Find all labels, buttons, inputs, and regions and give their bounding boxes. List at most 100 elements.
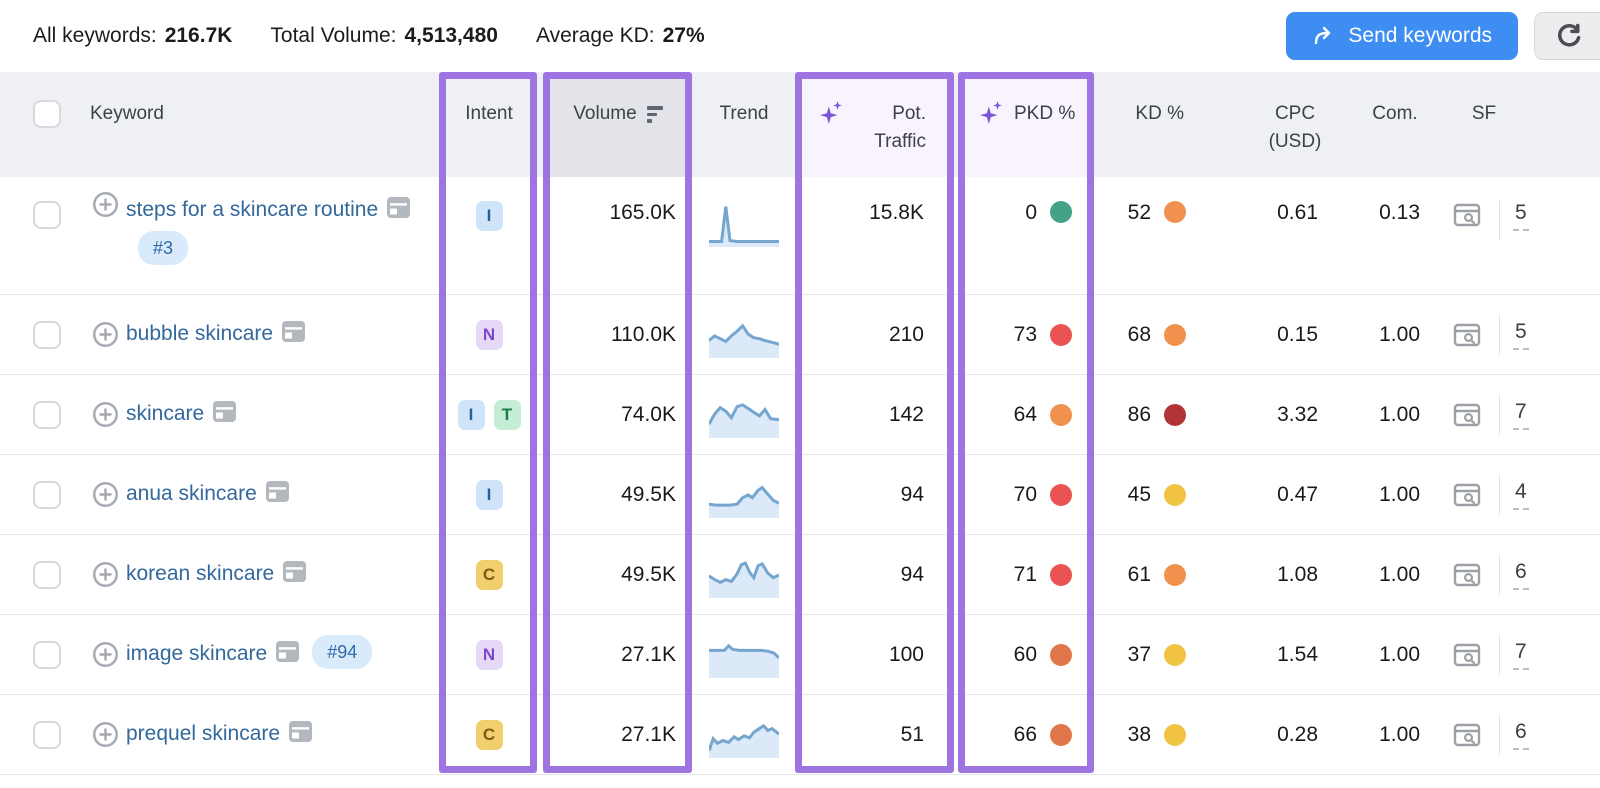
keyword-link[interactable]: anua skincare xyxy=(126,481,257,505)
keyword-link[interactable]: image skincare xyxy=(126,641,268,665)
com-value: 1.00 xyxy=(1379,722,1420,746)
serp-features-icon[interactable] xyxy=(1452,561,1482,589)
row-checkbox[interactable] xyxy=(33,400,61,429)
trend-sparkline xyxy=(709,201,779,247)
send-keywords-button[interactable]: Send keywords xyxy=(1286,12,1518,60)
cpc-value: 1.54 xyxy=(1277,642,1318,666)
expand-keyword-icon[interactable] xyxy=(92,401,119,428)
expand-keyword-icon[interactable] xyxy=(92,191,119,218)
intent-cell: N xyxy=(443,295,535,374)
pkd-difficulty-dot xyxy=(1050,201,1072,223)
sf-count[interactable]: 7 xyxy=(1513,640,1529,670)
spacer xyxy=(535,615,546,694)
kd-value: 38 xyxy=(1127,722,1151,746)
rank-badge[interactable]: #94 xyxy=(312,634,373,669)
com-cell: 1.00 xyxy=(1330,535,1430,614)
expand-keyword-icon[interactable] xyxy=(92,481,119,508)
cpc-value: 0.47 xyxy=(1277,482,1318,506)
header-intent-label: Intent xyxy=(465,103,513,124)
keyword-link[interactable]: korean skincare xyxy=(126,561,275,585)
keyword-stats: All keywords: 216.7K Total Volume: 4,513… xyxy=(33,24,705,48)
sf-cell: 6 xyxy=(1430,535,1600,614)
serp-features-icon[interactable] xyxy=(1452,641,1482,669)
header-pot-traffic[interactable]: Pot. Traffic xyxy=(798,72,952,177)
serp-snapshot-icon[interactable] xyxy=(386,194,411,231)
row-checkbox[interactable] xyxy=(33,640,61,669)
com-value: 1.00 xyxy=(1379,642,1420,666)
com-cell: 1.00 xyxy=(1330,295,1430,374)
trend-sparkline xyxy=(709,552,779,598)
row-checkbox[interactable] xyxy=(33,320,61,349)
serp-snapshot-icon[interactable] xyxy=(275,638,300,675)
sf-count[interactable]: 7 xyxy=(1513,400,1529,430)
header-com[interactable]: Com. xyxy=(1330,72,1430,177)
sf-count[interactable]: 6 xyxy=(1513,560,1529,590)
row-checkbox-cell xyxy=(0,535,84,614)
serp-features-icon[interactable] xyxy=(1452,401,1482,429)
serp-features-icon[interactable] xyxy=(1452,721,1482,749)
keyword-cell: steps for a skincare routine #3 xyxy=(84,177,443,294)
com-value: 0.13 xyxy=(1379,201,1420,224)
header-cpc-label[interactable]: CPC (USD) xyxy=(1268,103,1322,152)
sf-cell: 7 xyxy=(1430,615,1600,694)
pkd-value: 70 xyxy=(1013,482,1037,506)
send-keywords-label: Send keywords xyxy=(1348,24,1492,47)
cpc-cell: 0.15 xyxy=(1200,295,1330,374)
table-row: image skincare #94 N 27.1K 100 60 37 xyxy=(0,615,1600,695)
pkd-value: 73 xyxy=(1013,322,1037,346)
header-sf: SF xyxy=(1430,72,1600,177)
header-volume[interactable]: Volume xyxy=(546,72,690,177)
serp-features-icon[interactable] xyxy=(1452,321,1482,349)
header-pkd[interactable]: PKD % xyxy=(962,72,1092,177)
cpc-value: 0.28 xyxy=(1277,722,1318,746)
select-all-checkbox[interactable] xyxy=(33,100,61,128)
serp-features-icon[interactable] xyxy=(1452,481,1482,509)
serp-snapshot-icon[interactable] xyxy=(288,718,313,755)
header-pkd-label[interactable]: PKD % xyxy=(1014,103,1076,124)
refresh-button[interactable] xyxy=(1534,12,1600,60)
keyword-link[interactable]: bubble skincare xyxy=(126,321,274,345)
header-volume-label[interactable]: Volume xyxy=(573,103,637,124)
rank-badge[interactable]: #3 xyxy=(138,231,189,265)
keyword-link[interactable]: skincare xyxy=(126,401,205,425)
sf-count[interactable]: 6 xyxy=(1513,720,1529,750)
row-checkbox[interactable] xyxy=(33,560,61,589)
serp-snapshot-icon[interactable] xyxy=(281,318,306,355)
sf-count[interactable]: 5 xyxy=(1513,320,1529,350)
sf-cell: 7 xyxy=(1430,375,1600,454)
header-pot-traffic-label[interactable]: Pot. Traffic xyxy=(874,103,926,152)
spacer xyxy=(952,177,962,294)
serp-snapshot-icon[interactable] xyxy=(265,478,290,515)
row-checkbox-cell xyxy=(0,295,84,374)
header-kd-label[interactable]: KD % xyxy=(1135,103,1184,124)
sf-count[interactable]: 4 xyxy=(1513,480,1529,510)
expand-keyword-icon[interactable] xyxy=(92,321,119,348)
kd-cell: 61 xyxy=(1092,535,1200,614)
pkd-cell: 73 xyxy=(962,295,1092,374)
sort-descending-icon[interactable] xyxy=(646,106,663,123)
trend-sparkline xyxy=(709,712,779,758)
table-body: steps for a skincare routine #3 I 165.0K… xyxy=(0,177,1600,775)
serp-snapshot-icon[interactable] xyxy=(212,398,237,435)
serp-features-icon[interactable] xyxy=(1452,201,1482,229)
header-checkbox-cell xyxy=(0,72,84,177)
sf-count[interactable]: 5 xyxy=(1513,201,1529,231)
row-checkbox[interactable] xyxy=(33,480,61,509)
row-checkbox[interactable] xyxy=(33,720,61,749)
header-com-label[interactable]: Com. xyxy=(1372,103,1418,124)
divider xyxy=(1499,314,1500,355)
header-kd[interactable]: KD % xyxy=(1092,72,1200,177)
row-checkbox-cell xyxy=(0,455,84,534)
header-cpc[interactable]: CPC (USD) xyxy=(1200,72,1330,177)
expand-keyword-icon[interactable] xyxy=(92,561,119,588)
keyword-link[interactable]: steps for a skincare routine xyxy=(126,198,379,221)
expand-keyword-icon[interactable] xyxy=(92,641,119,668)
header-trend: Trend xyxy=(690,72,798,177)
row-checkbox[interactable] xyxy=(33,201,61,229)
pot-traffic-value: 15.8K xyxy=(869,201,924,224)
expand-keyword-icon[interactable] xyxy=(92,721,119,748)
serp-snapshot-icon[interactable] xyxy=(282,558,307,595)
keyword-link[interactable]: prequel skincare xyxy=(126,721,281,745)
pkd-value: 64 xyxy=(1013,402,1037,426)
